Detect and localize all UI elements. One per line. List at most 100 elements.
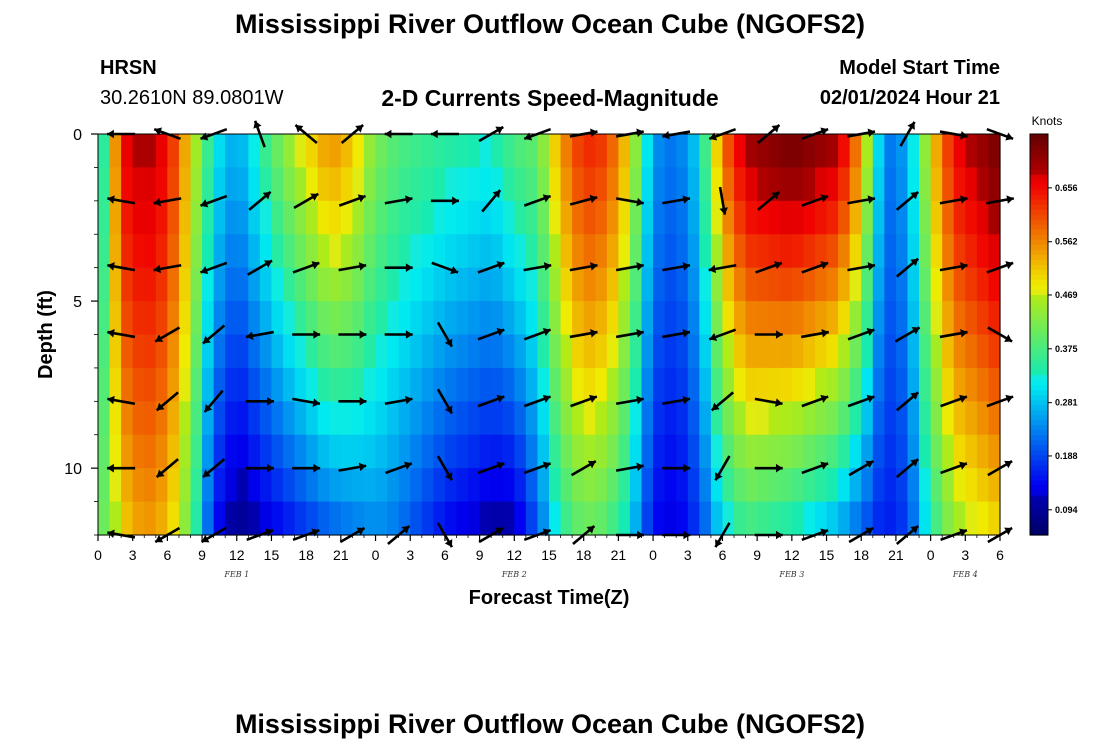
colorbar-tick-label: 0.281 bbox=[1055, 398, 1078, 408]
heatmap-cell bbox=[132, 267, 145, 302]
heatmap-cell bbox=[976, 367, 990, 402]
heatmap-cell bbox=[306, 167, 319, 202]
heatmap-cell bbox=[895, 301, 909, 336]
heatmap-cell bbox=[340, 167, 354, 202]
heatmap-cell bbox=[283, 134, 296, 169]
heatmap-cell bbox=[259, 267, 273, 302]
x-tick-label: 3 bbox=[129, 547, 137, 563]
heatmap-cell bbox=[849, 334, 862, 369]
colorbar-frame bbox=[1029, 133, 1049, 536]
heatmap-cell bbox=[502, 334, 515, 369]
heatmap-cell bbox=[583, 301, 596, 336]
heatmap-cell bbox=[271, 468, 284, 503]
heatmap-cell bbox=[606, 401, 619, 436]
heatmap-cell bbox=[306, 301, 319, 336]
colorbar-segment bbox=[1030, 154, 1048, 160]
heatmap-cell bbox=[317, 501, 330, 536]
heatmap-cell bbox=[826, 434, 839, 469]
heatmap-cell bbox=[167, 267, 180, 302]
footer-title: Mississippi River Outflow Ocean Cube (NG… bbox=[234, 709, 866, 739]
chart: 0 3 6 9 12 15 18 21 0 3 6 9 12 15 18 21 0 3 6 9 12 15 18 21 0 3 6 F… bbox=[35, 114, 1078, 609]
heatmap-cell bbox=[803, 200, 816, 235]
heatmap-cell bbox=[687, 401, 700, 436]
heatmap-cell bbox=[340, 434, 354, 469]
heatmap-cell bbox=[560, 167, 573, 202]
colorbar-tick-label: 0.375 bbox=[1055, 344, 1078, 354]
heatmap-cell bbox=[549, 200, 562, 235]
current-vector bbox=[107, 463, 136, 473]
heatmap-cell bbox=[213, 334, 226, 369]
heatmap-cell bbox=[306, 267, 319, 302]
heatmap-cell bbox=[317, 367, 330, 402]
heatmap-cell bbox=[942, 434, 955, 469]
current-vector bbox=[847, 262, 876, 272]
heatmap-cell bbox=[791, 301, 805, 336]
colorbar-segment bbox=[1030, 224, 1048, 230]
heatmap-cell bbox=[375, 167, 388, 202]
heatmap-cell bbox=[549, 468, 562, 503]
heatmap-cell bbox=[375, 501, 388, 536]
current-vector bbox=[939, 262, 968, 272]
current-vector bbox=[292, 330, 321, 339]
heatmap-cell bbox=[363, 367, 377, 402]
heatmap-cell bbox=[225, 301, 238, 336]
heatmap-cell bbox=[560, 401, 573, 436]
heatmap-cell bbox=[814, 267, 828, 302]
heatmap-cell bbox=[421, 267, 434, 302]
heatmap-cell bbox=[340, 301, 354, 336]
heatmap-cell bbox=[826, 167, 839, 202]
heatmap-cell bbox=[965, 234, 978, 269]
heatmap-cell bbox=[190, 334, 203, 369]
heatmap-cell bbox=[710, 367, 724, 402]
heatmap-cell bbox=[606, 334, 619, 369]
heatmap-cell bbox=[132, 234, 145, 269]
heatmap-cell bbox=[710, 200, 724, 235]
heatmap-cell bbox=[398, 334, 411, 369]
heatmap-cell bbox=[306, 334, 319, 369]
colorbar-segment bbox=[1030, 414, 1048, 421]
heatmap-cell bbox=[259, 367, 273, 402]
current-vector bbox=[107, 395, 136, 406]
current-vector bbox=[895, 391, 920, 412]
heatmap-cell bbox=[294, 234, 307, 269]
colorbar-segment bbox=[1030, 294, 1048, 301]
heatmap-cell bbox=[283, 401, 296, 436]
heatmap-cell bbox=[178, 134, 192, 169]
heatmap-cell bbox=[572, 468, 585, 503]
heatmap-cell bbox=[664, 434, 677, 469]
heatmap-cell bbox=[942, 134, 955, 169]
heatmap-cell bbox=[514, 167, 527, 202]
heatmap-cell bbox=[699, 468, 712, 503]
heatmap-cell bbox=[283, 167, 296, 202]
heatmap-cell bbox=[398, 267, 411, 302]
heatmap-cell bbox=[560, 134, 573, 169]
current-vector bbox=[200, 261, 228, 275]
heatmap-cell bbox=[676, 401, 689, 436]
heatmap-cell bbox=[988, 367, 1001, 402]
heatmap-cell bbox=[387, 234, 400, 269]
heatmap-cell bbox=[144, 367, 157, 402]
heatmap-cell bbox=[225, 234, 238, 269]
heatmap-cell bbox=[167, 167, 180, 202]
heatmap-cell bbox=[930, 200, 943, 235]
heatmap-cell bbox=[468, 334, 481, 369]
heatmap-cell bbox=[98, 301, 111, 336]
heatmap-cell bbox=[583, 367, 596, 402]
heatmap-cell bbox=[942, 267, 955, 302]
day-label: FEB 4 bbox=[952, 570, 978, 579]
heatmap-cell bbox=[236, 334, 249, 369]
heatmap-cell bbox=[884, 367, 897, 402]
heatmap-cell bbox=[745, 367, 758, 402]
heatmap-cell bbox=[491, 334, 504, 369]
heatmap-cell bbox=[814, 501, 828, 536]
heatmap-cell bbox=[988, 167, 1001, 202]
heatmap-cell bbox=[236, 167, 249, 202]
current-vector bbox=[755, 261, 783, 274]
heatmap-cell bbox=[791, 401, 805, 436]
heatmap-cell bbox=[121, 234, 134, 269]
heatmap-cell bbox=[468, 167, 481, 202]
colorbar-segment bbox=[1030, 449, 1048, 456]
colorbar-segment bbox=[1030, 454, 1048, 461]
heatmap-cell bbox=[722, 267, 735, 302]
heatmap-cell bbox=[491, 134, 504, 169]
